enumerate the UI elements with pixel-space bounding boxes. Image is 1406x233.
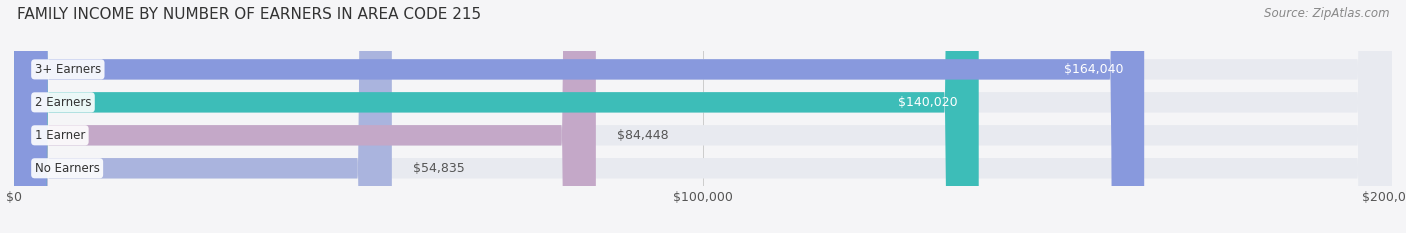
FancyBboxPatch shape	[14, 0, 1392, 233]
Text: 1 Earner: 1 Earner	[35, 129, 86, 142]
FancyBboxPatch shape	[14, 0, 1144, 233]
Text: FAMILY INCOME BY NUMBER OF EARNERS IN AREA CODE 215: FAMILY INCOME BY NUMBER OF EARNERS IN AR…	[17, 7, 481, 22]
Text: $164,040: $164,040	[1064, 63, 1123, 76]
Text: $84,448: $84,448	[616, 129, 668, 142]
Text: $140,020: $140,020	[898, 96, 957, 109]
Text: $54,835: $54,835	[412, 162, 464, 175]
FancyBboxPatch shape	[14, 0, 1392, 233]
Text: No Earners: No Earners	[35, 162, 100, 175]
FancyBboxPatch shape	[14, 0, 1392, 233]
Text: 3+ Earners: 3+ Earners	[35, 63, 101, 76]
FancyBboxPatch shape	[14, 0, 979, 233]
FancyBboxPatch shape	[14, 0, 392, 233]
FancyBboxPatch shape	[14, 0, 1392, 233]
Text: Source: ZipAtlas.com: Source: ZipAtlas.com	[1264, 7, 1389, 20]
FancyBboxPatch shape	[14, 0, 596, 233]
Text: 2 Earners: 2 Earners	[35, 96, 91, 109]
